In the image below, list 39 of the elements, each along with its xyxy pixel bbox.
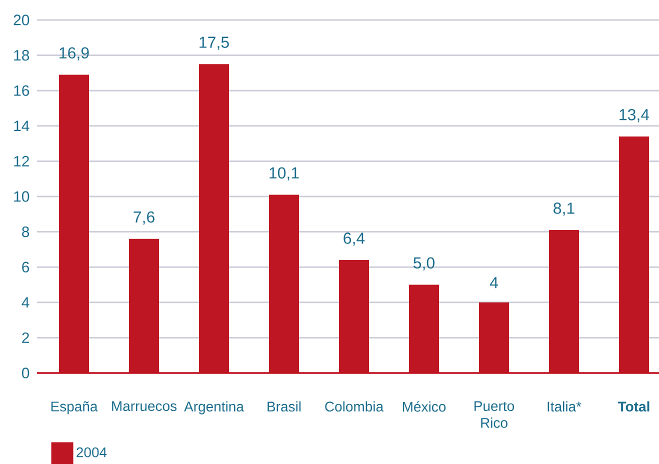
x-tick-label: Colombia xyxy=(325,401,384,412)
x-tick-label: España xyxy=(51,401,98,414)
x-tick-label: Italia* xyxy=(548,401,582,412)
bar xyxy=(479,302,510,373)
y-tick-label: 12 xyxy=(14,156,29,166)
y-tick-label: 4 xyxy=(22,297,30,308)
data-label: 4 xyxy=(490,277,498,288)
bar xyxy=(339,260,369,373)
data-label: 13,4 xyxy=(620,109,650,122)
data-label: 7,6 xyxy=(134,211,154,225)
bar xyxy=(409,284,439,373)
y-tick-label: 14 xyxy=(14,120,30,132)
data-label: 5,0 xyxy=(414,257,435,270)
x-tick-label: Marruecos xyxy=(112,401,177,412)
data-label: 6,4 xyxy=(344,232,365,246)
data-label: 10,1 xyxy=(270,167,299,180)
bar xyxy=(619,136,650,373)
bar xyxy=(269,194,300,373)
bar xyxy=(59,74,89,373)
data-label: 16,9 xyxy=(60,47,89,60)
data-label: 17,5 xyxy=(200,36,229,50)
y-tick-label: 10 xyxy=(14,191,30,202)
y-tick-label: 0 xyxy=(22,368,30,378)
legend-label: 2004 xyxy=(76,447,107,458)
y-tick-label: 18 xyxy=(14,50,30,61)
bar xyxy=(129,238,160,373)
x-tick-label: Argentina xyxy=(184,401,244,414)
x-tick-label: Puerto Rico xyxy=(474,401,514,428)
x-tick-label: México xyxy=(402,401,446,412)
bar xyxy=(549,230,580,373)
y-tick-label: 2 xyxy=(22,332,29,343)
y-tick-label: 20 xyxy=(14,14,30,26)
x-tick-label: Total xyxy=(618,401,650,412)
bar xyxy=(199,64,230,373)
x-tick-label: Brasil xyxy=(268,401,301,412)
y-tick-label: 6 xyxy=(22,262,30,272)
data-label: 8,1 xyxy=(554,202,574,216)
y-tick-label: 16 xyxy=(14,85,30,96)
y-tick-label: 8 xyxy=(22,226,30,238)
